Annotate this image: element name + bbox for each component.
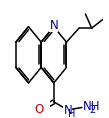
Text: O: O — [34, 103, 44, 116]
Text: NH: NH — [83, 100, 101, 113]
Text: N: N — [63, 104, 72, 117]
Text: N: N — [49, 19, 58, 32]
Text: H: H — [68, 109, 76, 118]
Text: 2: 2 — [89, 105, 95, 115]
